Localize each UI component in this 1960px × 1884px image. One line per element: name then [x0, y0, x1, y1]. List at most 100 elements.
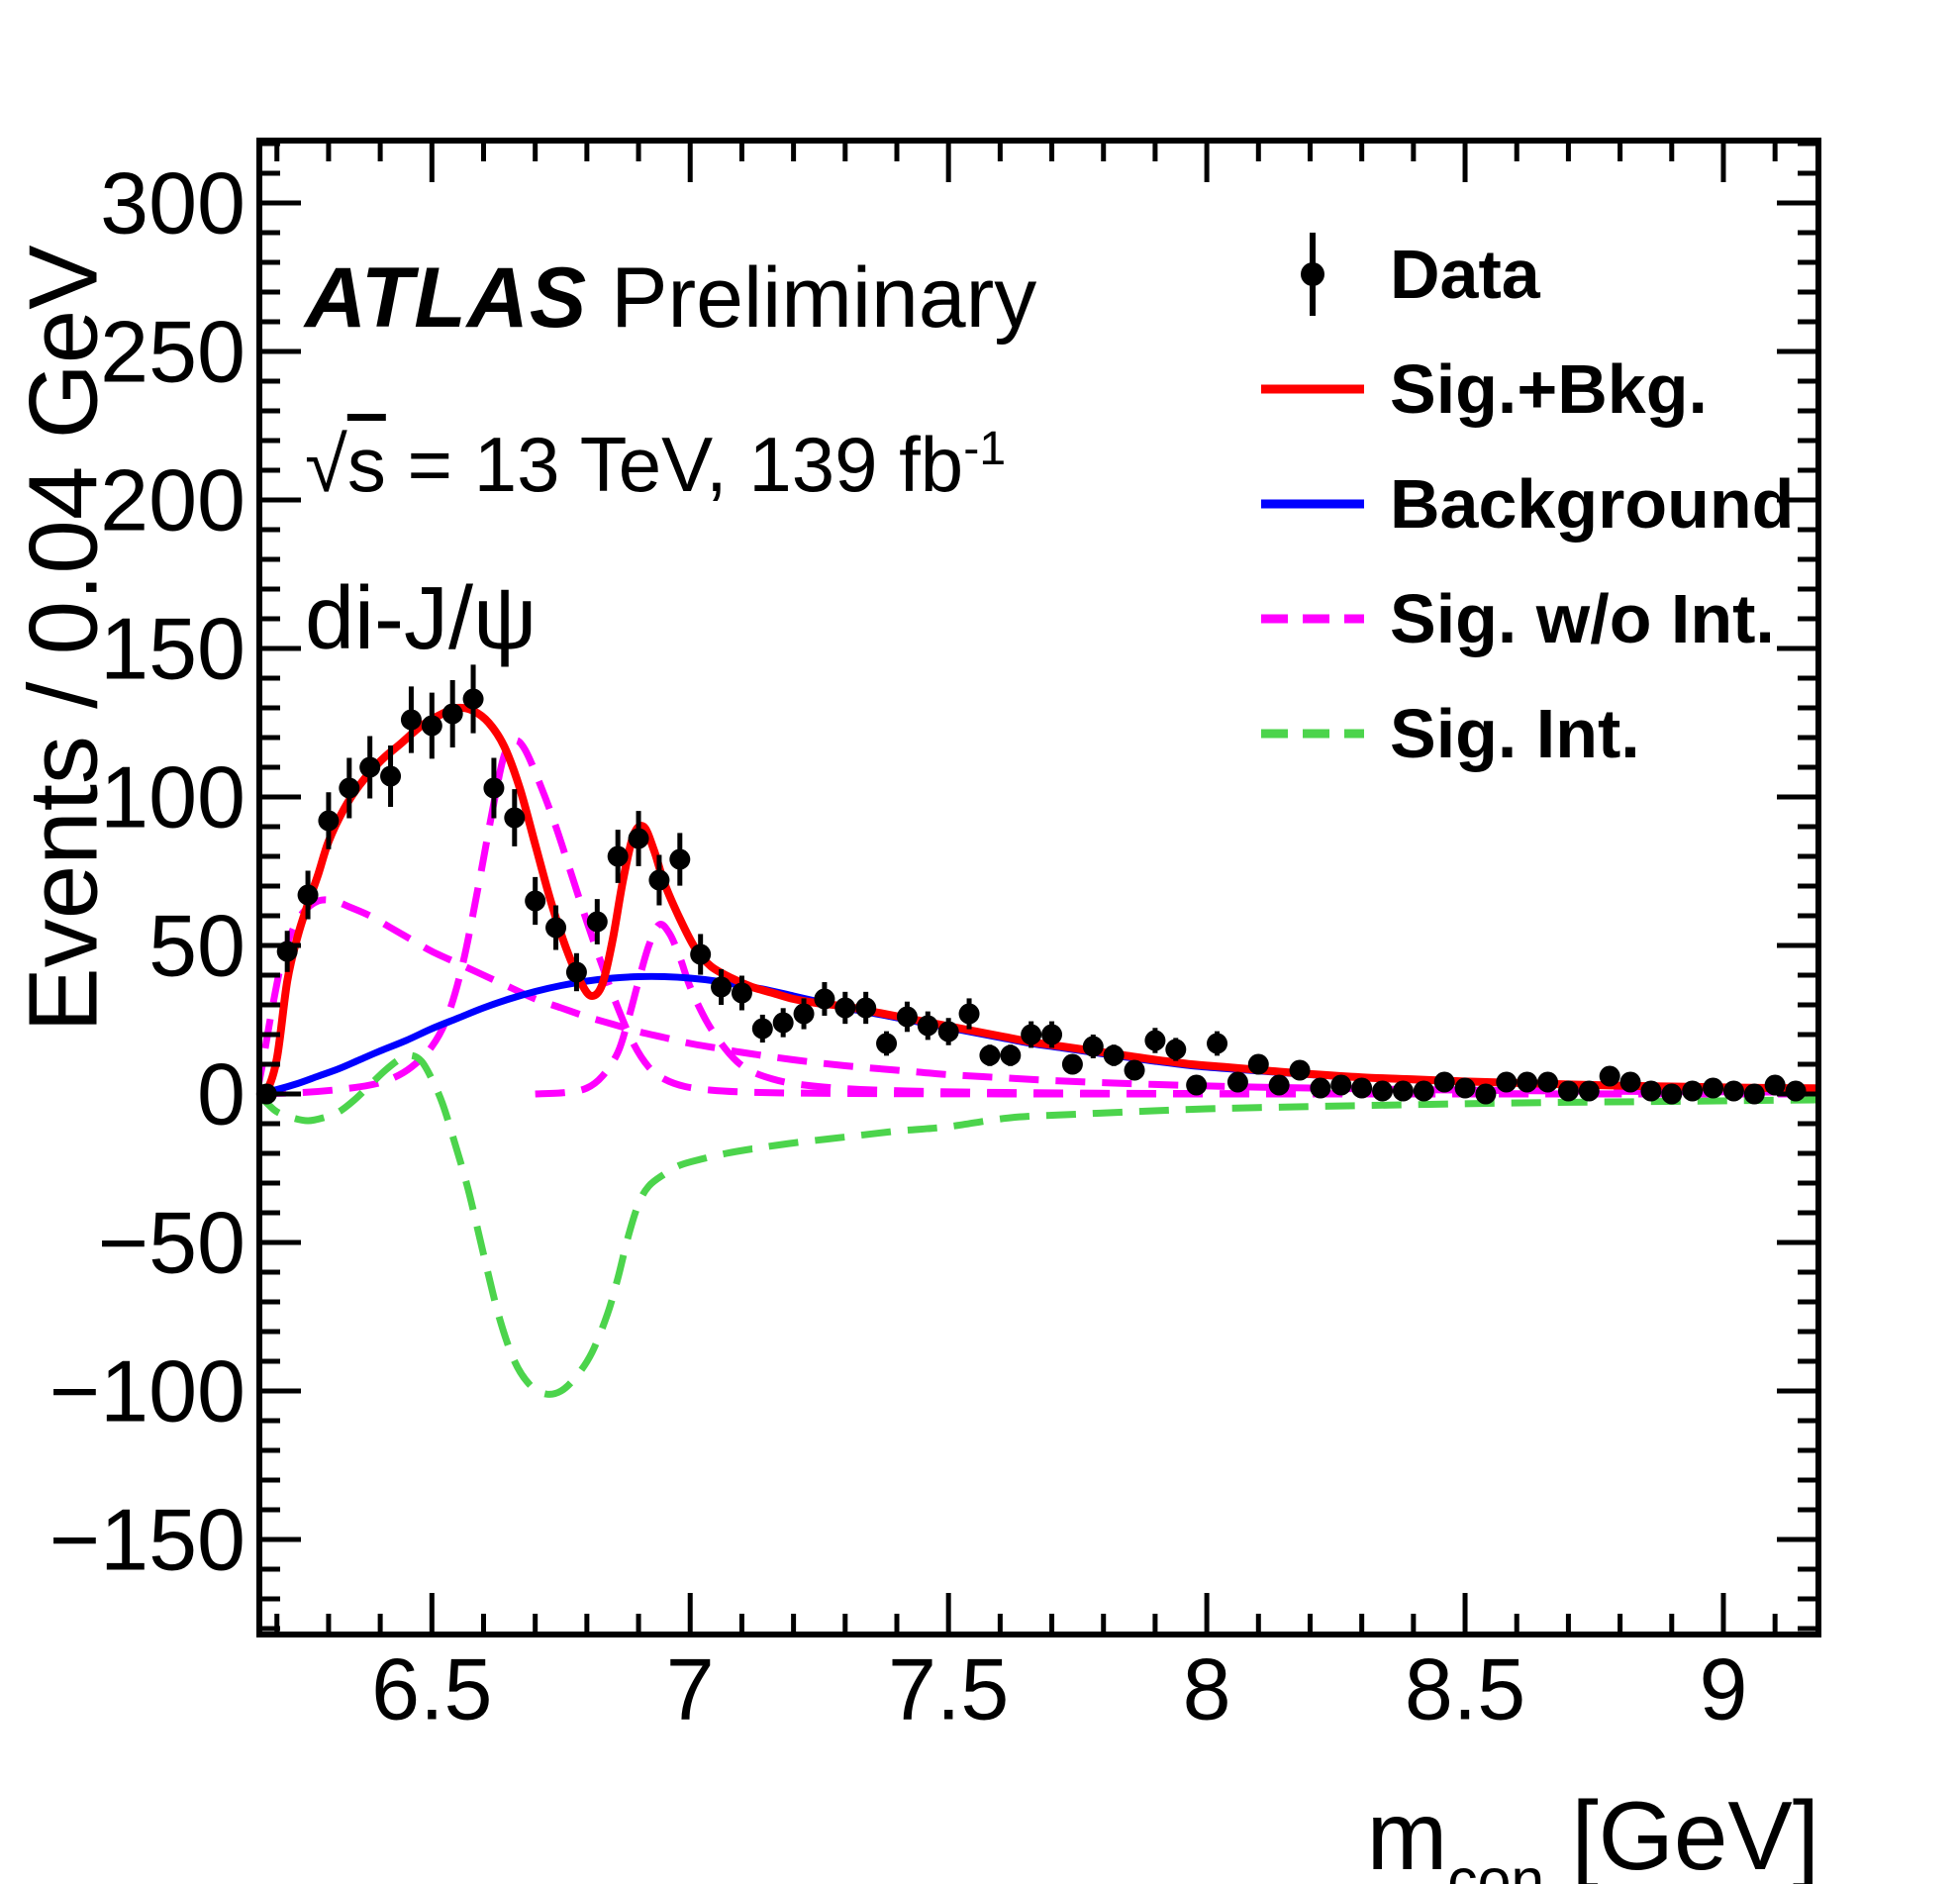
data-point: [1310, 1077, 1331, 1099]
sig-int-dash-icon: [1259, 686, 1366, 781]
data-point: [1000, 1044, 1022, 1066]
data-point: [400, 709, 422, 731]
data-point: [1743, 1083, 1765, 1105]
data-point: [1785, 1080, 1807, 1102]
data-point: [607, 845, 629, 867]
data-point: [1392, 1080, 1414, 1102]
y-tick-label: 200: [100, 451, 245, 549]
data-point: [772, 1012, 794, 1034]
legend-label-sig-bkg: Sig.+Bkg.: [1390, 350, 1708, 428]
channel-label: di-J/ψ: [305, 569, 538, 668]
sig-bkg-line-icon: [1259, 342, 1366, 437]
data-point: [318, 810, 340, 832]
y-tick-label: −150: [49, 1491, 245, 1589]
curve-sig_wo_int_high: [535, 921, 1816, 1098]
x-tick-label: 7: [666, 1640, 715, 1738]
data-point: [814, 988, 835, 1010]
data-point: [359, 756, 381, 778]
data-point: [1207, 1033, 1228, 1054]
data-point: [1289, 1059, 1311, 1081]
data-point: [1433, 1071, 1455, 1093]
data-point: [1103, 1044, 1125, 1066]
legend: Data Sig.+Bkg. Background Sig. w/o Int. …: [1259, 217, 1893, 791]
data-point: [1413, 1080, 1434, 1102]
y-tick-label: 50: [148, 897, 245, 995]
data-point: [1764, 1074, 1786, 1096]
fit-curves: [259, 703, 1816, 1398]
data-point: [793, 1003, 815, 1025]
legend-item-data: Data: [1259, 217, 1893, 332]
data-point: [380, 765, 402, 787]
data-point: [1722, 1080, 1744, 1102]
data-point: [1372, 1080, 1394, 1102]
data-point: [339, 777, 360, 799]
data-marker-icon: [1259, 227, 1366, 322]
legend-item-sig-wo-int: Sig. w/o Int.: [1259, 561, 1893, 676]
data-point: [1599, 1065, 1620, 1087]
data-point: [1144, 1030, 1166, 1051]
data-point: [565, 961, 587, 983]
data-point: [1703, 1077, 1724, 1099]
data-point: [1537, 1071, 1559, 1093]
data-point: [751, 1018, 773, 1040]
sqrt-arg: s: [346, 421, 386, 508]
data-point: [628, 828, 649, 849]
data-point: [937, 1021, 959, 1042]
status-label: Preliminary: [611, 250, 1037, 346]
data-point: [1021, 1024, 1042, 1045]
data-point: [1082, 1036, 1104, 1057]
data-point: [731, 982, 752, 1004]
data-points: [255, 664, 1807, 1105]
data-point: [545, 917, 567, 939]
legend-item-background: Background: [1259, 446, 1893, 561]
data-point: [690, 943, 712, 965]
data-point: [1557, 1080, 1579, 1102]
data-point: [1268, 1074, 1290, 1096]
data-point: [525, 890, 546, 912]
data-point: [896, 1006, 918, 1028]
y-tick-label: 300: [100, 154, 245, 252]
x-tick-label: 7.5: [888, 1640, 1009, 1738]
experiment-label: ATLAS Preliminary: [305, 249, 1036, 347]
legend-item-sig-bkg: Sig.+Bkg.: [1259, 332, 1893, 446]
data-point: [979, 1044, 1001, 1066]
data-point: [1619, 1071, 1641, 1093]
data-point: [1226, 1071, 1248, 1093]
y-tick-label: −50: [98, 1194, 245, 1292]
data-point: [834, 997, 856, 1019]
luminosity-label: √s = 13 TeV, 139 fb-1: [305, 420, 1006, 510]
data-point: [1041, 1024, 1063, 1045]
x-tick-label: 8.5: [1405, 1640, 1525, 1738]
lumi-exponent: -1: [963, 422, 1007, 475]
data-point: [669, 848, 691, 870]
data-point: [1496, 1071, 1518, 1093]
data-point: [1578, 1080, 1600, 1102]
curve-sig_wo_int_threshold: [259, 896, 1816, 1096]
x-tick-label: 6.5: [371, 1640, 492, 1738]
data-point: [1454, 1077, 1476, 1099]
data-point: [255, 1083, 277, 1105]
data-point: [297, 884, 319, 906]
background-line-icon: [1259, 456, 1366, 551]
data-point: [1682, 1080, 1704, 1102]
data-point: [711, 976, 733, 998]
data-point: [504, 807, 526, 829]
data-point: [855, 997, 877, 1019]
sig-wo-int-dash-icon: [1259, 571, 1366, 666]
legend-label-sig-int: Sig. Int.: [1390, 695, 1640, 772]
y-tick-label: 0: [197, 1045, 245, 1143]
data-point: [1351, 1077, 1373, 1099]
data-point: [876, 1033, 898, 1054]
curve-sig_interference: [259, 1051, 1816, 1398]
data-point: [1061, 1053, 1083, 1075]
data-point: [276, 941, 298, 962]
legend-label-data: Data: [1390, 236, 1540, 313]
x-tick-label: 8: [1183, 1640, 1231, 1738]
legend-item-sig-int: Sig. Int.: [1259, 676, 1893, 791]
y-tick-label: 100: [100, 748, 245, 846]
y-tick-label: 150: [100, 600, 245, 698]
data-point: [1475, 1083, 1497, 1105]
data-point: [1186, 1074, 1208, 1096]
sqrt-symbol: √: [305, 421, 347, 508]
